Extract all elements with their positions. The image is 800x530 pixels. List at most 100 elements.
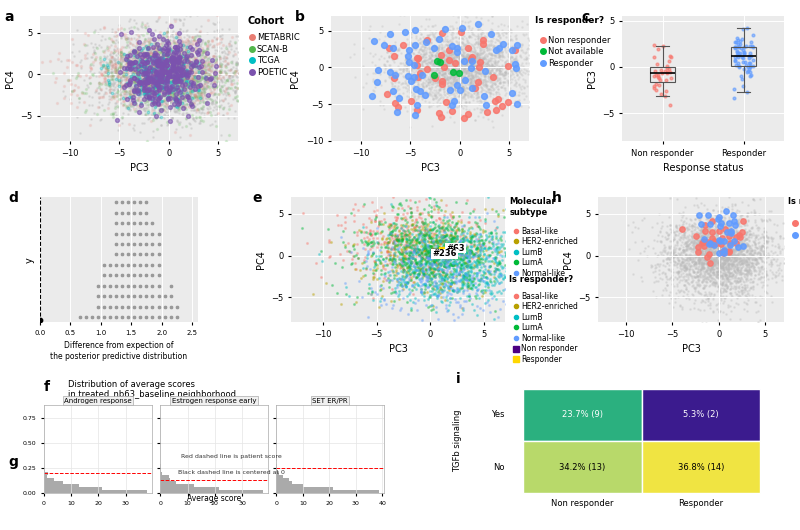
Point [554, 85, 566, 94]
Point [492, 51, 505, 60]
Point [449, 94, 462, 103]
Point [150, 90, 162, 99]
Point [493, 248, 506, 256]
Point [174, 72, 186, 81]
Point [694, 244, 706, 252]
Point [388, 235, 401, 244]
Point [407, 78, 420, 86]
Point [175, 34, 188, 43]
Point [465, 81, 478, 89]
Point [184, 120, 197, 128]
Point [740, 235, 753, 244]
Point [436, 70, 449, 78]
Point [485, 61, 498, 69]
Point [212, 55, 225, 64]
Point [172, 70, 185, 79]
Point [442, 75, 454, 84]
Point [454, 85, 466, 93]
Point [457, 234, 470, 242]
Point [490, 75, 503, 84]
Point [423, 225, 436, 234]
Point [730, 230, 742, 239]
Point [433, 54, 446, 63]
Point [742, 296, 755, 304]
Point [438, 28, 450, 36]
Point [486, 90, 499, 99]
Point [382, 219, 395, 228]
Point [98, 46, 111, 54]
Point [500, 76, 513, 85]
Point [418, 225, 431, 234]
Point [459, 259, 472, 268]
Point [720, 225, 733, 234]
Point [105, 37, 118, 45]
Point [228, 69, 241, 78]
Point [542, 288, 554, 297]
Point [505, 61, 518, 70]
Point [147, 82, 160, 90]
Point [465, 91, 478, 99]
Point [708, 278, 721, 286]
Point [196, 96, 209, 104]
Point [190, 50, 203, 58]
Point [415, 45, 428, 53]
Point [421, 275, 434, 283]
Point [730, 263, 743, 271]
Point [174, 65, 187, 74]
Point [208, 81, 221, 89]
Point [477, 305, 490, 314]
Point [470, 248, 483, 257]
Point [186, 111, 198, 119]
Point [128, 77, 141, 85]
Point [407, 282, 420, 291]
Point [656, 248, 669, 257]
Point [166, 30, 178, 38]
Point [174, 24, 186, 33]
Point [402, 92, 415, 101]
Point [470, 256, 483, 264]
Point [407, 65, 420, 73]
Point [482, 252, 495, 260]
Point [425, 68, 438, 77]
Point [443, 48, 456, 56]
Point [464, 54, 477, 63]
Point [750, 266, 762, 275]
Point [442, 225, 454, 234]
Point [167, 90, 180, 99]
Point [457, 286, 470, 295]
Point [758, 239, 770, 248]
Point [155, 56, 168, 64]
Point [146, 29, 158, 38]
Point [450, 67, 463, 75]
Point [148, 56, 161, 65]
Point [712, 236, 725, 244]
Point [443, 256, 456, 264]
Point [677, 248, 690, 256]
Point [719, 240, 732, 248]
Point [82, 92, 95, 101]
Point [184, 9, 197, 17]
Point [134, 54, 147, 62]
Point [463, 272, 476, 280]
Point [449, 246, 462, 255]
Point [441, 80, 454, 89]
Point [195, 55, 208, 63]
Point [412, 87, 425, 95]
Point [150, 46, 162, 54]
Point [179, 64, 192, 73]
Point [422, 294, 434, 303]
Point [402, 262, 415, 270]
Point [526, 53, 539, 61]
Point [515, 266, 528, 274]
Point [463, 47, 476, 56]
Point [135, 18, 148, 26]
Point [735, 250, 748, 259]
Point [721, 271, 734, 280]
Point [468, 241, 481, 250]
Point [734, 264, 747, 272]
Point [485, 289, 498, 298]
Point [433, 235, 446, 244]
Point [504, 67, 517, 75]
Point [179, 91, 192, 99]
Point [721, 284, 734, 293]
